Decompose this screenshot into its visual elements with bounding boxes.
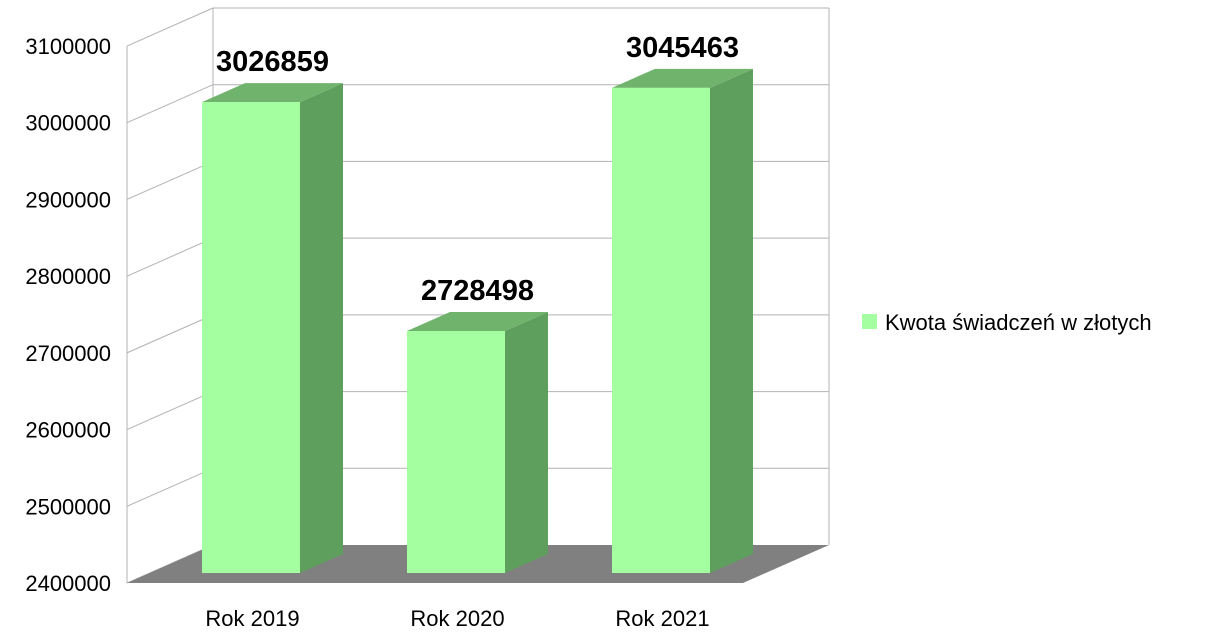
bar — [407, 311, 548, 573]
bar-side-face — [710, 68, 753, 573]
bar-front-face — [612, 87, 710, 573]
data-labels: 3026859 2728498 3045463 — [216, 32, 739, 307]
bar-front-face — [202, 102, 300, 574]
y-tick-label: 2600000 — [25, 418, 111, 443]
bar — [612, 68, 753, 573]
y-tick-label: 3000000 — [25, 111, 111, 136]
y-tick-label: 2700000 — [25, 341, 111, 366]
data-label: 2728498 — [421, 275, 534, 307]
y-tick-label: 3100000 — [25, 34, 111, 59]
x-tick-label: Rok 2021 — [615, 606, 709, 631]
bars — [202, 68, 753, 574]
data-label: 3026859 — [216, 46, 329, 78]
bar-side-face — [505, 311, 548, 573]
bar-top-face — [612, 68, 753, 88]
y-tick-label: 2400000 — [25, 571, 111, 596]
bar-top-face — [407, 311, 548, 331]
y-tick-label: 2800000 — [25, 264, 111, 289]
y-tick-label: 2900000 — [25, 187, 111, 212]
legend-label: Kwota świadczeń w złotych — [885, 310, 1152, 335]
data-label: 3045463 — [626, 32, 739, 64]
gridline — [126, 7, 829, 47]
y-tick-label: 2500000 — [25, 494, 111, 519]
y-axis-tick-labels: 2400000 2500000 2600000 2700000 2800000 29000… — [25, 34, 111, 596]
bar-front-face — [407, 330, 505, 573]
bar-top-face — [202, 83, 343, 103]
bar-side-face — [300, 83, 343, 574]
x-tick-label: Rok 2019 — [205, 606, 299, 631]
legend-swatch — [862, 314, 877, 329]
bar — [202, 83, 343, 574]
legend: Kwota świadczeń w złotych — [862, 310, 1152, 335]
x-tick-label: Rok 2020 — [410, 606, 504, 631]
x-axis-tick-labels: Rok 2019 Rok 2020 Rok 2021 — [205, 606, 709, 631]
